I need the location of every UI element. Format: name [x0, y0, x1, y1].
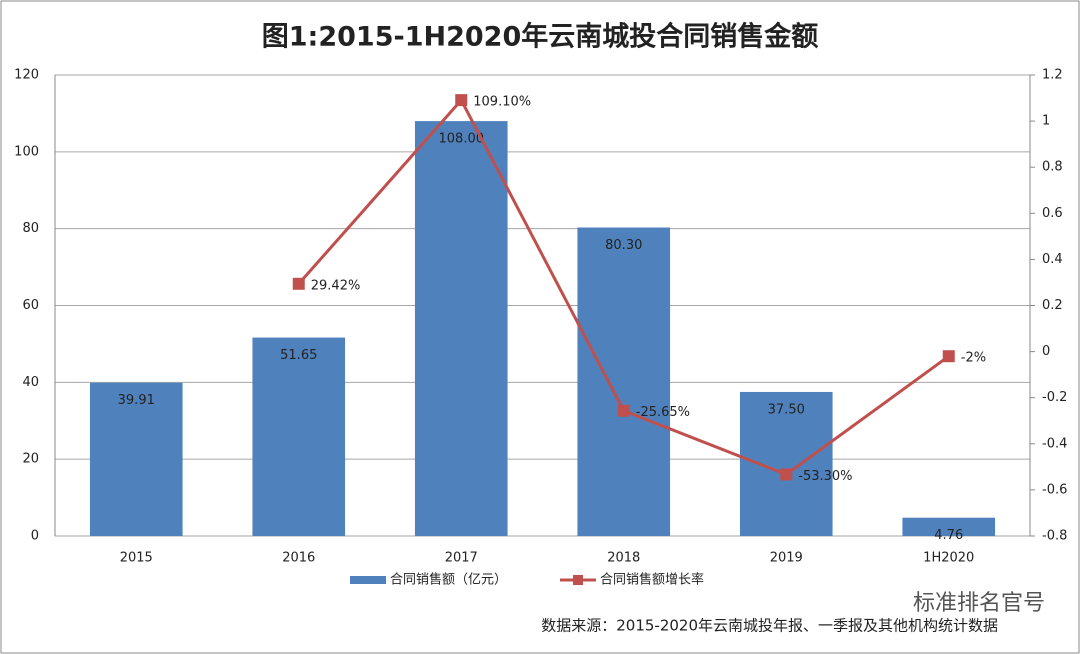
bar: [414, 121, 508, 536]
value-label: 39.91: [118, 393, 155, 408]
y-tick-label: 120: [14, 68, 39, 83]
y2-tick-label: 0.2: [1042, 298, 1063, 313]
legend-label: 合同销售额增长率: [600, 572, 704, 588]
x-tick-label: 1H2020: [923, 551, 974, 566]
y-tick-label: 100: [14, 144, 39, 159]
y2-tick-label: -0.6: [1042, 482, 1067, 497]
brand: 标准排名官号: [913, 591, 1045, 616]
x-tick-label: 2019: [770, 551, 803, 566]
value-label: 80.30: [605, 238, 642, 253]
line-marker: [942, 350, 955, 363]
y-tick-label: 80: [22, 221, 39, 236]
bar: [739, 391, 833, 536]
x-tick-label: 2016: [282, 551, 315, 566]
bar: [577, 227, 671, 536]
y2-tick-label: 0.6: [1042, 206, 1063, 221]
y-tick-label: 60: [22, 298, 39, 313]
chart-title: 图1:2015-1H2020年云南城投合同销售金额: [262, 21, 818, 53]
y2-tick-label: 0.8: [1042, 160, 1063, 175]
y2-tick-label: 0: [1042, 344, 1050, 359]
line-marker: [617, 404, 630, 417]
value-label: -2%: [961, 351, 986, 366]
source-note: 数据来源：2015-2020年云南城投年报、一季报及其他机构统计数据: [541, 617, 998, 635]
value-label: 51.65: [280, 348, 317, 363]
y2-tick-label: -0.8: [1042, 529, 1067, 544]
bar: [902, 517, 996, 536]
line-marker: [455, 94, 468, 107]
value-label: -53.30%: [798, 469, 852, 484]
value-label: 29.42%: [311, 278, 361, 293]
y-tick-label: 40: [22, 375, 39, 390]
y2-tick-label: -0.4: [1042, 436, 1067, 451]
x-tick-label: 2018: [607, 551, 640, 566]
y-tick-label: 0: [31, 529, 39, 544]
value-label: -25.65%: [636, 405, 690, 420]
bar: [89, 382, 183, 536]
legend-swatch: [350, 576, 386, 584]
y2-tick-label: 1: [1042, 114, 1050, 129]
value-label: 108.00: [439, 132, 485, 147]
value-label: 4.76: [934, 528, 963, 543]
line-marker: [780, 468, 793, 481]
line-marker: [292, 277, 305, 290]
y2-tick-label: 1.2: [1042, 68, 1063, 83]
y-tick-label: 20: [22, 452, 39, 467]
x-tick-label: 2015: [120, 551, 153, 566]
bar: [252, 337, 346, 536]
value-label: 37.50: [768, 402, 805, 417]
legend-marker: [573, 575, 583, 585]
value-label: 109.10%: [473, 95, 531, 110]
x-tick-label: 2017: [445, 551, 478, 566]
legend-label: 合同销售额（亿元）: [390, 572, 507, 588]
y2-tick-label: 0.4: [1042, 252, 1063, 267]
y2-tick-label: -0.2: [1042, 390, 1067, 405]
